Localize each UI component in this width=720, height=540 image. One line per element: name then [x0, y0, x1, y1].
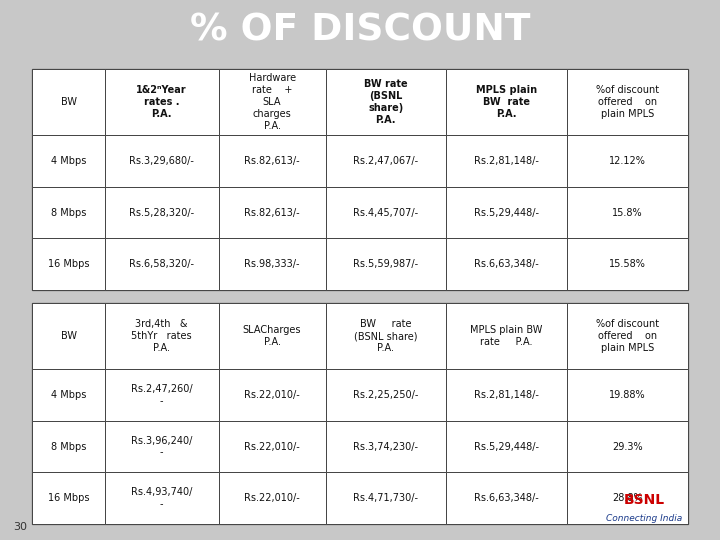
Text: %of discount
offered    on
plain MPLS: %of discount offered on plain MPLS	[595, 85, 659, 119]
Text: Rs.2,25,250/-: Rs.2,25,250/-	[354, 390, 418, 400]
Text: 12.12%: 12.12%	[609, 156, 646, 166]
Text: Rs.2,47,260/
-: Rs.2,47,260/ -	[131, 384, 192, 406]
Text: Rs.2,47,067/-: Rs.2,47,067/-	[354, 156, 418, 166]
Text: %of discount
offered    on
plain MPLS: %of discount offered on plain MPLS	[595, 319, 659, 353]
Text: Rs.4,93,740/
-: Rs.4,93,740/ -	[131, 487, 192, 509]
Text: Rs.98,333/-: Rs.98,333/-	[244, 259, 300, 269]
Text: BSNL: BSNL	[624, 492, 665, 507]
Text: BW: BW	[60, 97, 76, 107]
Text: SLACharges
P.A.: SLACharges P.A.	[243, 325, 301, 347]
Text: Hardware
rate    +
SLA
charges
P.A.: Hardware rate + SLA charges P.A.	[248, 73, 296, 131]
Text: 29.3%: 29.3%	[612, 442, 642, 451]
Text: 16 Mbps: 16 Mbps	[48, 493, 89, 503]
Text: Rs.82,613/-: Rs.82,613/-	[244, 207, 300, 218]
Text: Rs.3,74,230/-: Rs.3,74,230/-	[354, 442, 418, 451]
Text: Connecting India: Connecting India	[606, 514, 683, 523]
Text: 3rd,4th   &
5thYr   rates
P.A.: 3rd,4th & 5thYr rates P.A.	[132, 319, 192, 353]
Text: Rs.5,59,987/-: Rs.5,59,987/-	[354, 259, 418, 269]
Text: Rs.5,29,448/-: Rs.5,29,448/-	[474, 207, 539, 218]
Text: 4 Mbps: 4 Mbps	[51, 156, 86, 166]
Text: Rs.3,96,240/
-: Rs.3,96,240/ -	[131, 436, 192, 457]
Text: Rs.6,63,348/-: Rs.6,63,348/-	[474, 259, 539, 269]
Text: Rs.22,010/-: Rs.22,010/-	[244, 442, 300, 451]
Text: Rs.2,81,148/-: Rs.2,81,148/-	[474, 156, 539, 166]
Text: Rs.4,45,707/-: Rs.4,45,707/-	[354, 207, 418, 218]
Text: BW rate
(BSNL
share)
P.A.: BW rate (BSNL share) P.A.	[364, 79, 408, 125]
Text: Rs.5,29,448/-: Rs.5,29,448/-	[474, 442, 539, 451]
Text: MPLS plain
BW  rate
P.A.: MPLS plain BW rate P.A.	[476, 85, 537, 119]
Text: Rs.2,81,148/-: Rs.2,81,148/-	[474, 390, 539, 400]
Text: Rs.22,010/-: Rs.22,010/-	[244, 390, 300, 400]
Text: BW     rate
(BSNL share)
P.A.: BW rate (BSNL share) P.A.	[354, 319, 418, 353]
Text: 15.58%: 15.58%	[609, 259, 646, 269]
Text: % OF DISCOUNT: % OF DISCOUNT	[190, 12, 530, 49]
Text: 19.88%: 19.88%	[609, 390, 646, 400]
Text: 8 Mbps: 8 Mbps	[51, 207, 86, 218]
Text: Rs.4,71,730/-: Rs.4,71,730/-	[354, 493, 418, 503]
Text: Rs.6,58,320/-: Rs.6,58,320/-	[129, 259, 194, 269]
Text: 16 Mbps: 16 Mbps	[48, 259, 89, 269]
Text: 28.8%: 28.8%	[612, 493, 642, 503]
Text: Rs.5,28,320/-: Rs.5,28,320/-	[129, 207, 194, 218]
Text: 1&2ⁿYear
rates .
P.A.: 1&2ⁿYear rates . P.A.	[136, 85, 187, 119]
Text: 8 Mbps: 8 Mbps	[51, 442, 86, 451]
Text: 4 Mbps: 4 Mbps	[51, 390, 86, 400]
Text: Rs.22,010/-: Rs.22,010/-	[244, 493, 300, 503]
Text: BW: BW	[60, 332, 76, 341]
Text: 30: 30	[13, 522, 27, 532]
Text: MPLS plain BW
rate     P.A.: MPLS plain BW rate P.A.	[470, 325, 543, 347]
Text: Rs.3,29,680/-: Rs.3,29,680/-	[130, 156, 194, 166]
Text: Rs.82,613/-: Rs.82,613/-	[244, 156, 300, 166]
Text: 15.8%: 15.8%	[612, 207, 642, 218]
Text: Rs.6,63,348/-: Rs.6,63,348/-	[474, 493, 539, 503]
